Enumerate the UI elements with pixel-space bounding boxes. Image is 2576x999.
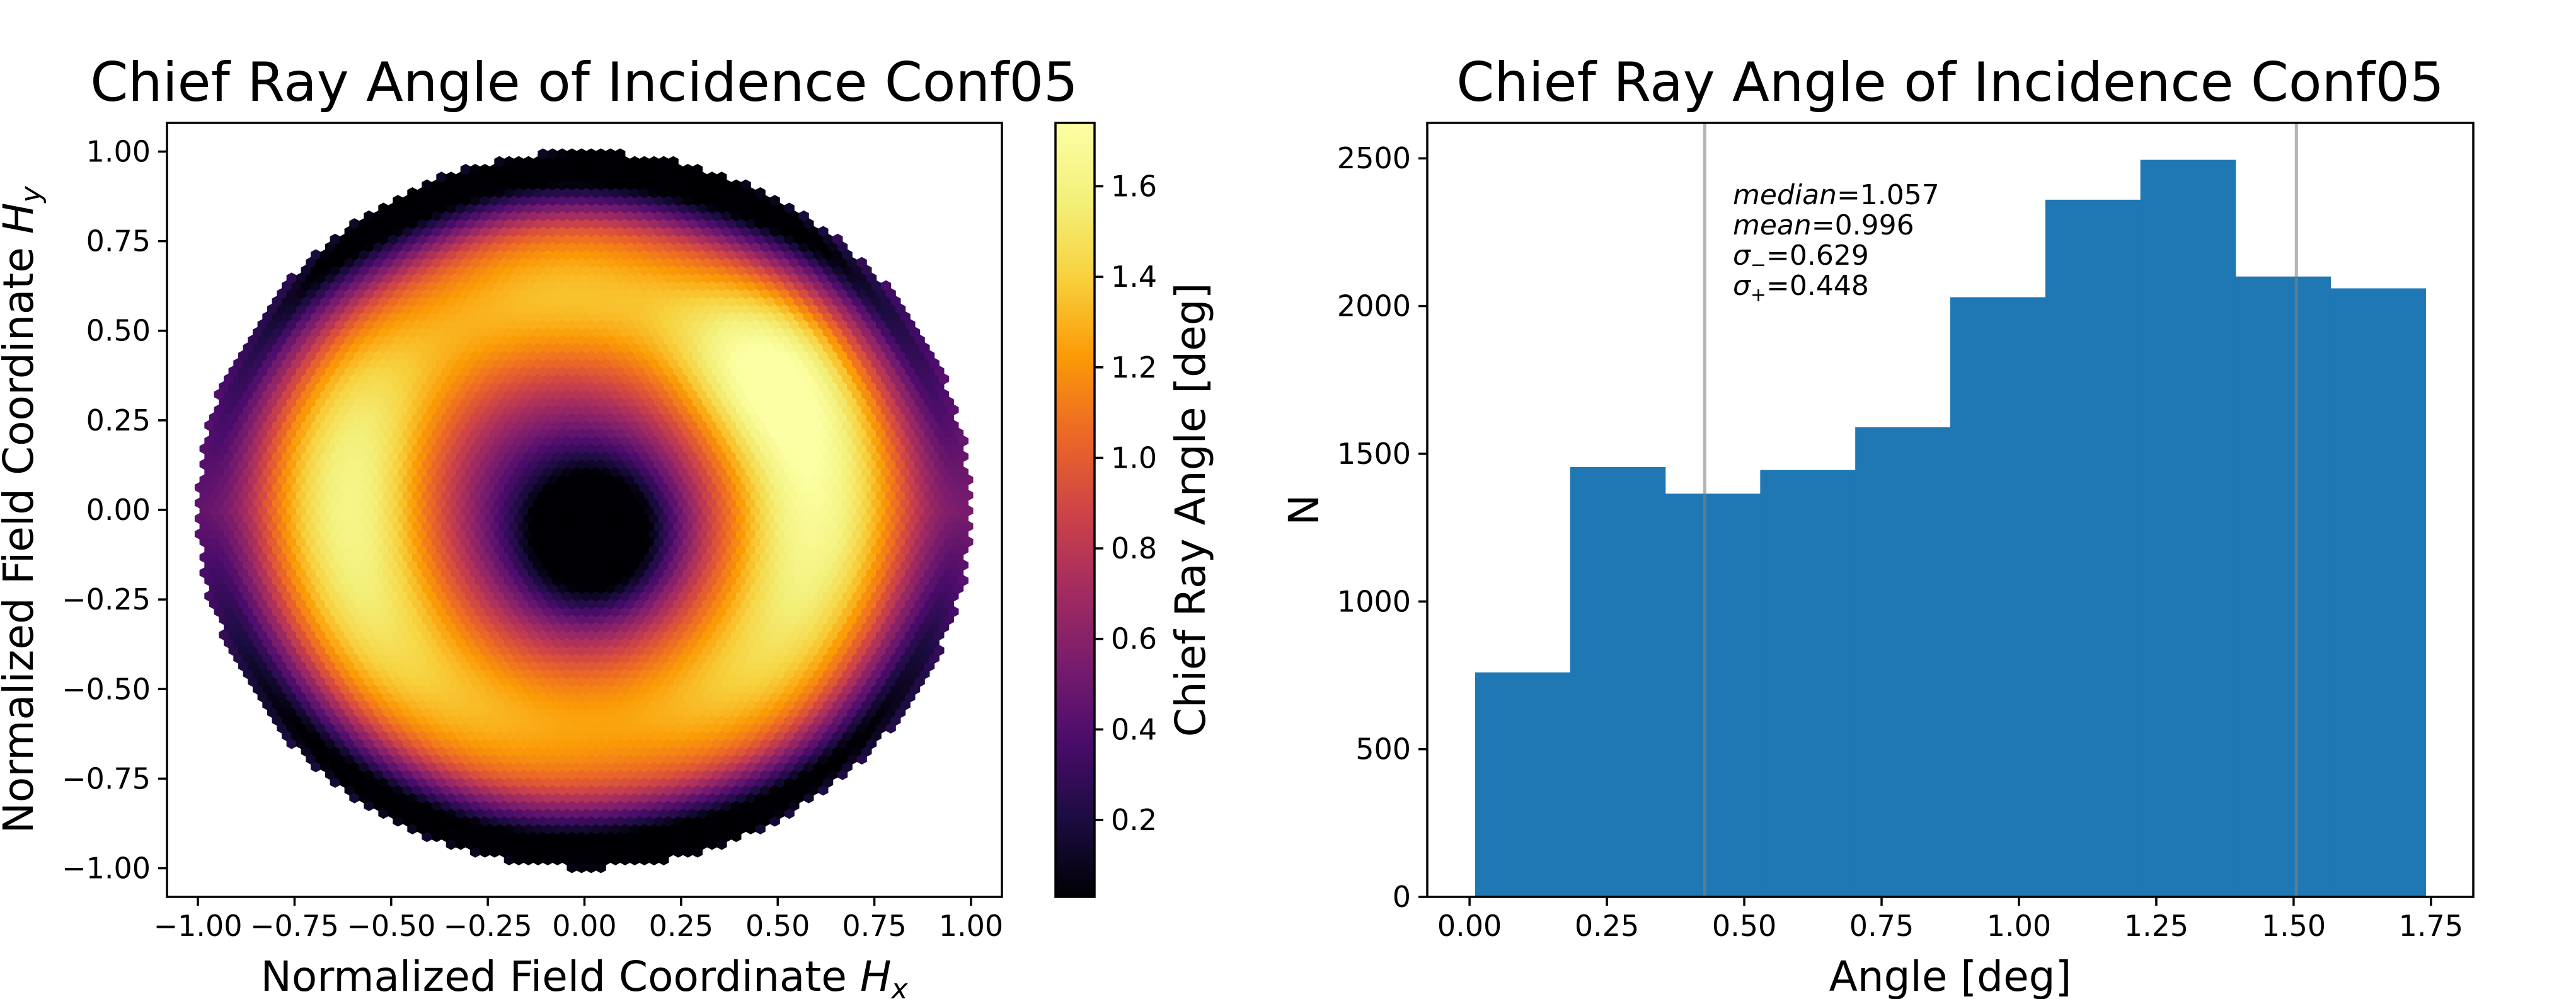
hexbin-cells xyxy=(194,148,974,874)
hexbin-title: Chief Ray Angle of Incidence Conf05 xyxy=(90,51,1078,114)
hexbin-panel: Chief Ray Angle of Incidence Conf05 −1.0… xyxy=(0,51,1078,999)
